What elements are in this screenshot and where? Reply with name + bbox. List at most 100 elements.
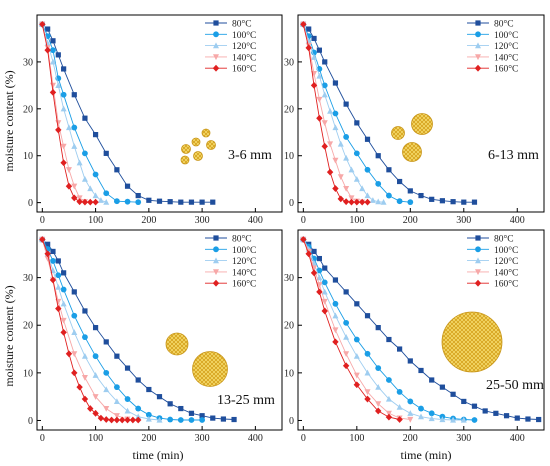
panel-13-25-mm: 0 100 200 300 400010203080°C100°C120°C140°C1… (23, 229, 283, 444)
data-point (60, 143, 67, 150)
legend-marker (213, 246, 219, 253)
plot-frame (36, 14, 283, 213)
data-point (76, 159, 83, 166)
legend-marker (213, 269, 219, 276)
size-range-label: 6-13 mm (488, 148, 539, 163)
x-tick-label: 100 (88, 433, 103, 444)
data-point (199, 199, 205, 205)
data-point (55, 126, 62, 134)
data-point (321, 142, 328, 150)
data-point (332, 80, 339, 86)
data-point (385, 410, 392, 417)
data-point (418, 192, 424, 199)
data-point (178, 199, 184, 205)
data-point (146, 386, 152, 393)
data-point (471, 199, 478, 205)
data-point (353, 175, 360, 182)
data-point (97, 197, 104, 203)
data-point (300, 236, 307, 243)
data-point (82, 308, 88, 314)
data-point (375, 401, 382, 408)
data-point (348, 198, 355, 206)
data-point (343, 154, 350, 161)
x-tick-label: 0 (40, 433, 45, 444)
data-point (124, 365, 131, 371)
x-tick-label: 300 (456, 433, 471, 444)
x-tick-label: 200 (141, 433, 156, 444)
data-point (364, 166, 371, 173)
data-point (471, 403, 478, 409)
legend-marker (212, 64, 220, 72)
data-point (407, 416, 414, 423)
data-point (353, 352, 360, 359)
data-point (55, 305, 62, 312)
data-point (418, 413, 424, 420)
data-point (71, 143, 78, 149)
data-point (348, 195, 355, 202)
data-point (316, 288, 323, 296)
data-point (353, 336, 360, 343)
data-point (55, 283, 62, 290)
data-point (49, 58, 56, 65)
data-point (364, 350, 371, 357)
data-point (386, 377, 392, 383)
legend-label: 80°C (494, 234, 514, 245)
data-point (310, 81, 318, 89)
data-point (439, 198, 445, 204)
x-tick-label: 400 (510, 433, 525, 444)
data-point (71, 289, 77, 295)
data-point (65, 350, 73, 358)
data-point (353, 372, 360, 379)
data-point (407, 398, 414, 405)
x-tick-label: 200 (403, 433, 418, 444)
y-tick-label: 20 (23, 321, 33, 332)
legend-label: 140°C (494, 267, 518, 278)
data-point (364, 136, 371, 142)
data-point (321, 298, 328, 305)
data-point (407, 358, 413, 364)
y-tick-label: 20 (284, 321, 294, 332)
y-tick-label: 10 (23, 151, 33, 162)
data-point (199, 417, 206, 423)
data-point (332, 277, 339, 283)
data-point (460, 416, 467, 423)
data-point (55, 82, 62, 88)
data-point (92, 394, 99, 400)
panel-3-6-mm: 0 100 200 300 400 0 10 20 30 80°C100°C120°C140°C1… (23, 14, 283, 226)
data-point (397, 346, 403, 352)
data-point (87, 198, 94, 206)
y-axis-title-bottom: moisture content (%) (2, 285, 16, 386)
data-point (55, 258, 61, 264)
data-point (60, 286, 67, 293)
legend-marker (475, 246, 481, 253)
data-point (343, 185, 350, 192)
data-point (536, 416, 542, 423)
data-point (461, 199, 467, 205)
data-point (188, 417, 195, 423)
legend-marker (475, 42, 481, 49)
data-point (375, 153, 381, 159)
data-point (97, 414, 105, 422)
data-point (321, 82, 328, 89)
data-point (114, 353, 120, 359)
legend-marker (213, 20, 219, 26)
data-point (332, 327, 339, 334)
data-point (124, 396, 131, 402)
legend-marker (475, 54, 481, 61)
data-point (375, 407, 382, 415)
data-point (145, 415, 152, 422)
data-point (461, 398, 467, 405)
data-point (429, 196, 435, 202)
legend-marker (213, 54, 219, 61)
data-point (71, 329, 78, 335)
x-tick-label: 100 (88, 215, 103, 226)
data-point (92, 372, 99, 378)
data-point (145, 411, 152, 418)
data-point (321, 279, 328, 286)
data-point (493, 410, 499, 416)
data-point (326, 168, 334, 176)
data-point (439, 384, 445, 390)
data-point (114, 167, 120, 173)
data-point (167, 416, 174, 423)
